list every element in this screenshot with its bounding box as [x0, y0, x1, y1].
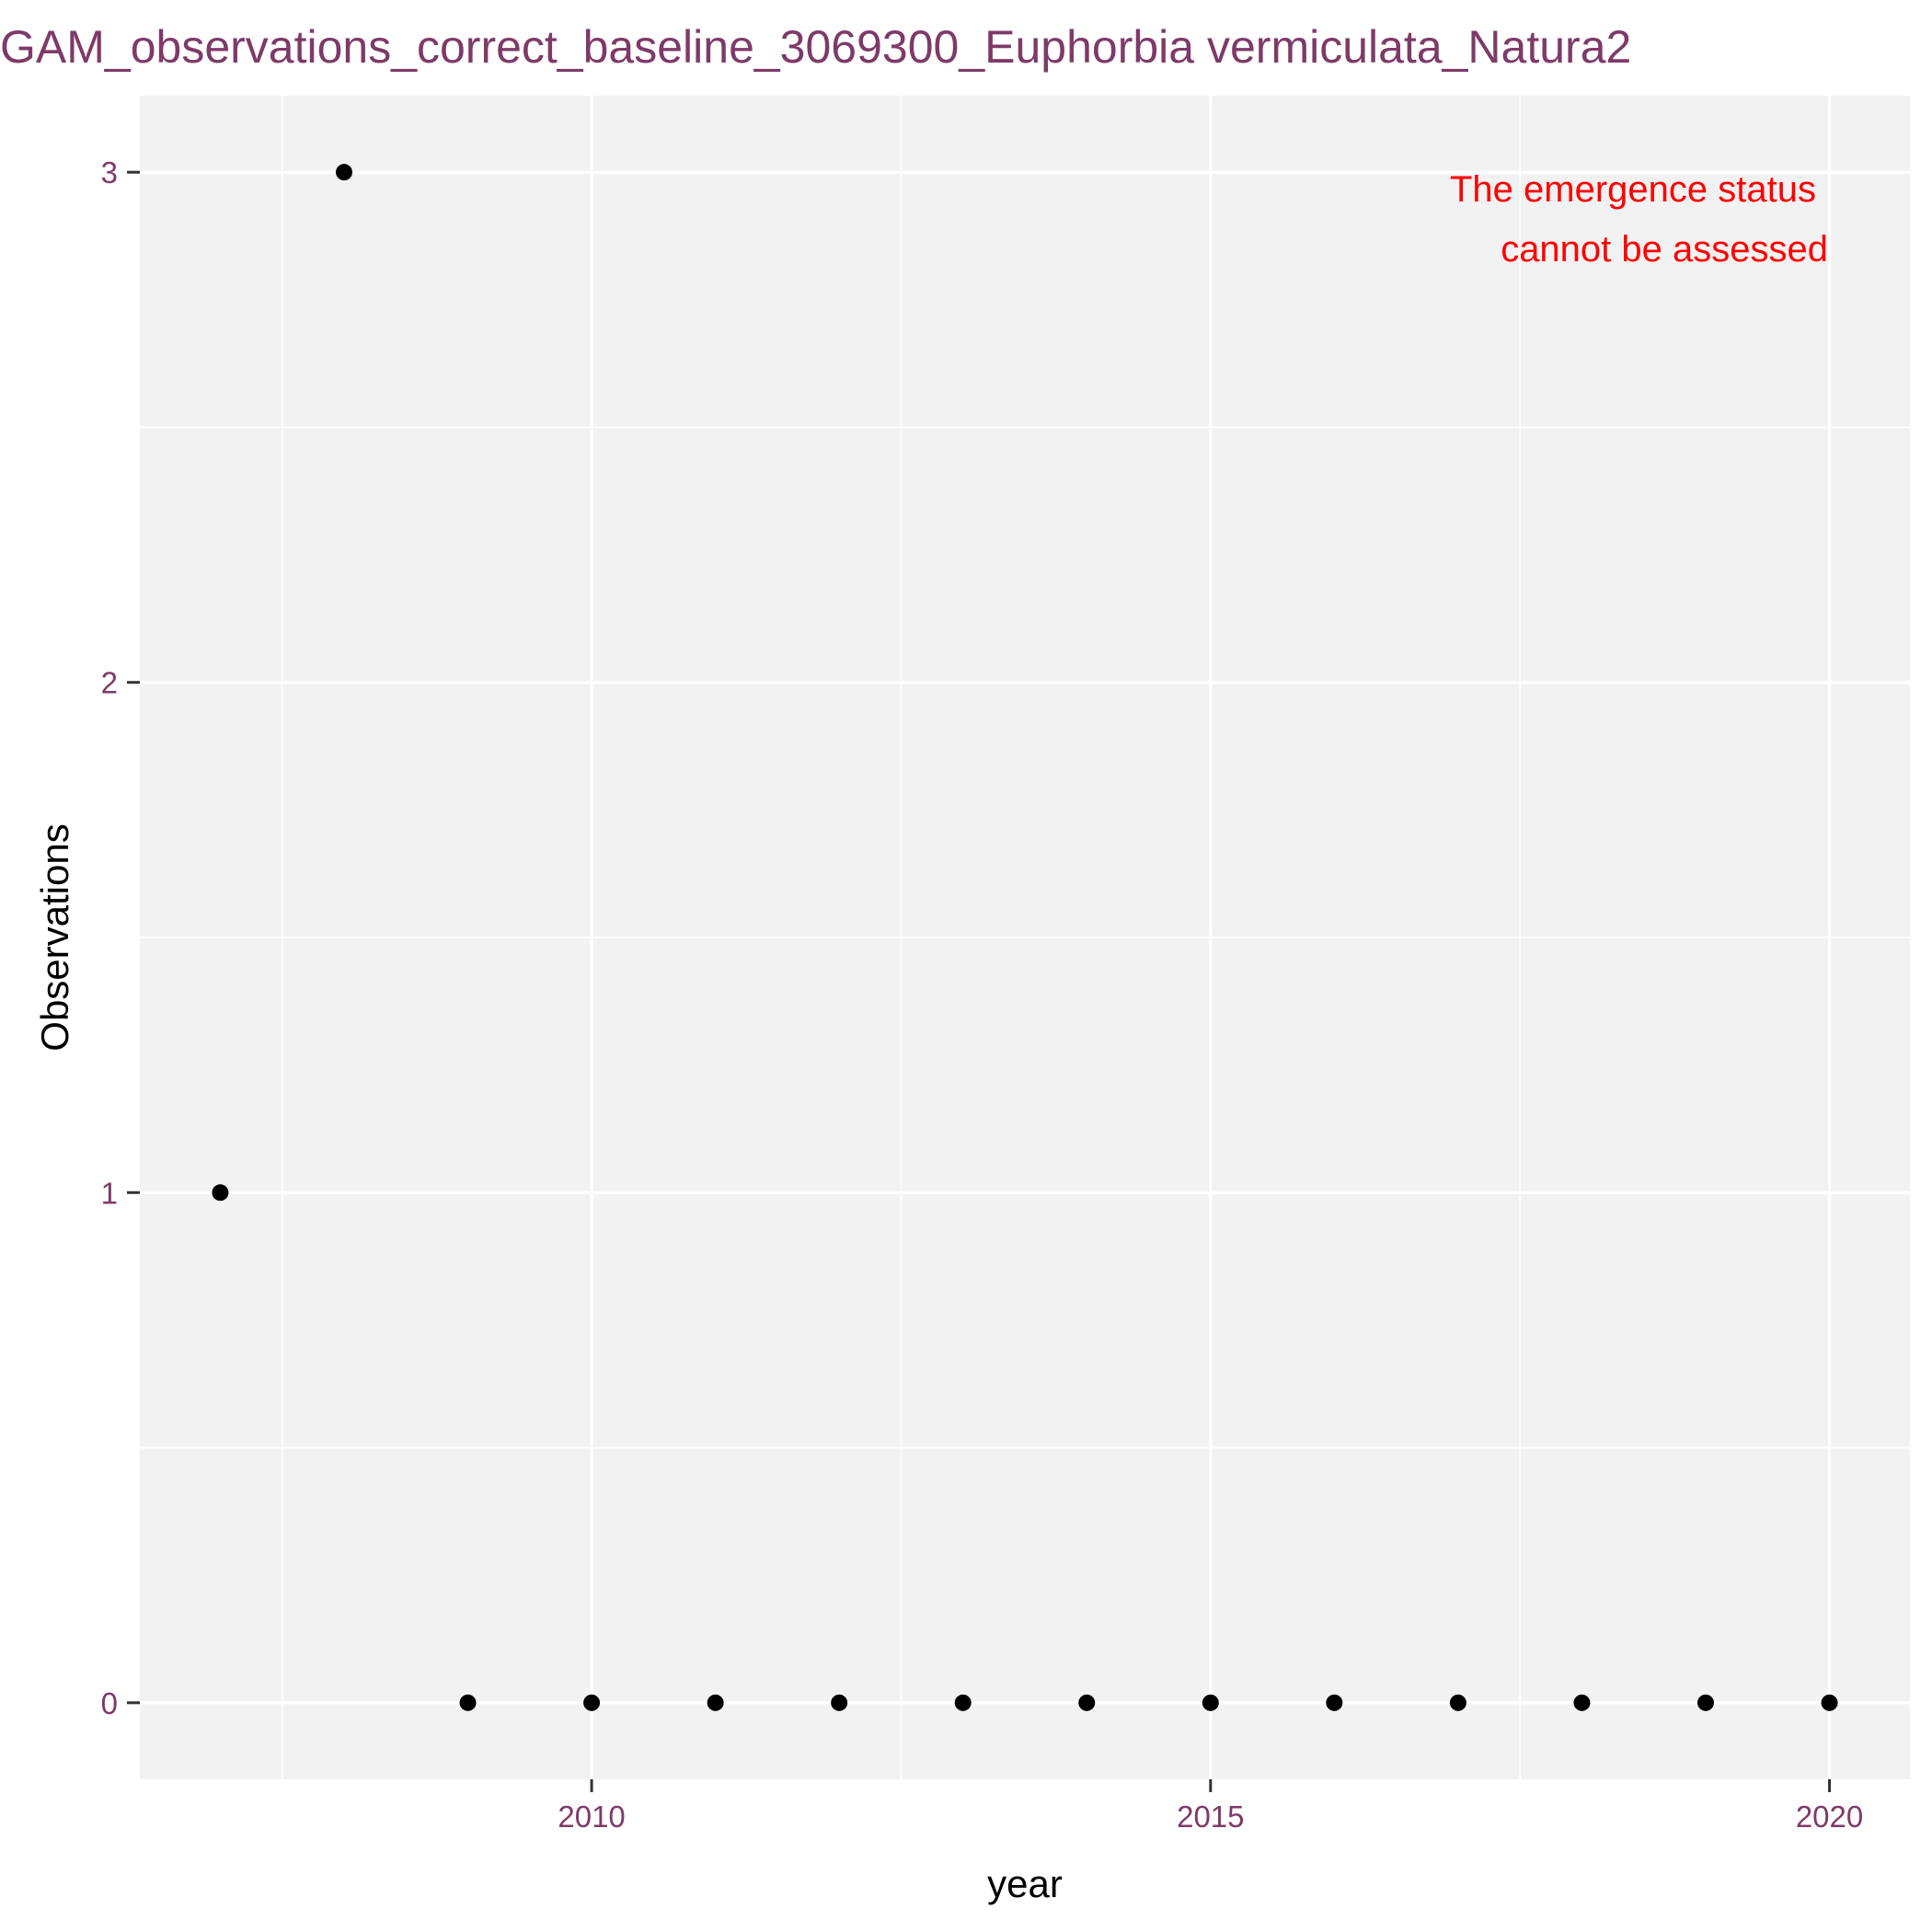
data-point — [459, 1694, 477, 1711]
x-axis-label: year — [987, 1862, 1063, 1905]
x-tick-label: 2015 — [1177, 1800, 1244, 1834]
grid-minor — [140, 96, 1910, 1779]
grid-major — [140, 96, 1910, 1779]
data-point — [583, 1694, 601, 1711]
x-tick-label: 2020 — [1796, 1800, 1863, 1834]
x-tick-label: 2010 — [558, 1800, 625, 1834]
y-tick-label: 2 — [101, 666, 118, 700]
data-point — [1573, 1694, 1591, 1711]
data-point — [336, 164, 352, 181]
data-point — [1078, 1694, 1096, 1711]
data-points — [212, 164, 1838, 1711]
data-point — [212, 1184, 229, 1202]
data-point — [1449, 1694, 1466, 1711]
data-point — [1202, 1694, 1219, 1711]
y-axis-label: Observations — [33, 823, 76, 1051]
annotation-line-2: cannot be assessed — [1501, 229, 1828, 270]
y-tick-label: 0 — [101, 1686, 118, 1720]
chart-title: GAM_observations_correct_baseline_306930… — [0, 21, 1631, 73]
y-tick-label: 1 — [101, 1176, 118, 1210]
data-point — [1821, 1694, 1838, 1711]
data-point — [1697, 1694, 1714, 1711]
x-axis: 2010 2015 2020 — [558, 1779, 1863, 1834]
data-point — [954, 1694, 972, 1711]
y-tick-label: 3 — [101, 155, 118, 190]
data-point — [707, 1694, 724, 1711]
data-point — [1326, 1694, 1343, 1711]
annotation-line-1: The emergence status — [1450, 169, 1816, 210]
data-point — [831, 1694, 848, 1711]
y-axis: 0 1 2 3 — [101, 155, 140, 1720]
